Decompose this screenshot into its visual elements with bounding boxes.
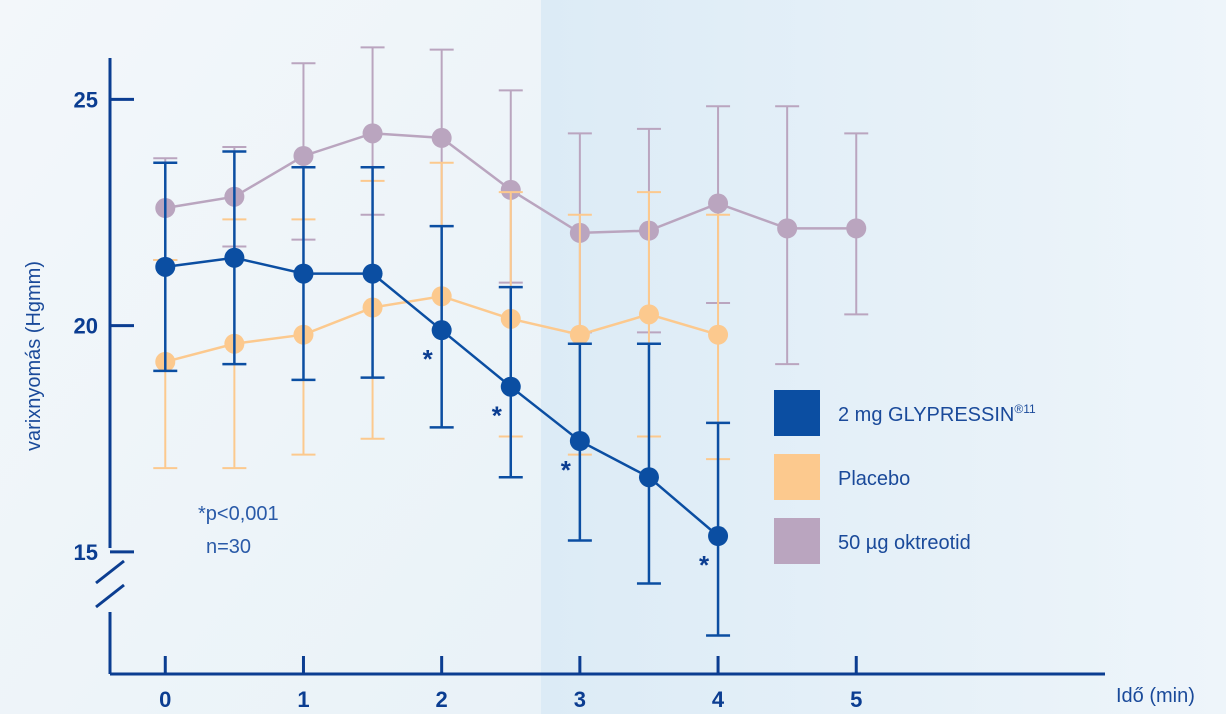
x-axis-label: Idő (min) (1116, 685, 1195, 707)
sample-size-note: n=30 (206, 536, 251, 558)
legend-label-superscript: ®11 (1014, 402, 1036, 416)
y-axis-label: varixnyomás (Hgmm) (23, 261, 45, 451)
data-point-0-5 (500, 179, 521, 200)
y-tick-label-15: 15 (74, 540, 98, 565)
data-point-2-2 (293, 263, 314, 284)
data-point-1-8 (708, 324, 729, 345)
significance-star-4: * (423, 344, 434, 374)
data-point-0-8 (708, 193, 729, 214)
series-2: * * * * (153, 150, 731, 637)
y-tick-label-20: 20 (74, 314, 98, 339)
data-point-2-1 (224, 247, 245, 268)
x-tick-label-0: 0 (159, 687, 171, 712)
significance-star-6: * (561, 455, 572, 485)
x-tick-label-5: 5 (850, 687, 862, 712)
background-right (541, 0, 1226, 714)
data-point-0-2 (293, 145, 314, 166)
data-point-0-9 (777, 218, 798, 239)
significance-star-5: * (492, 401, 503, 431)
data-point-0-4 (431, 127, 452, 148)
data-point-1-7 (638, 304, 659, 325)
data-point-0-10 (846, 218, 867, 239)
axis-break-mark-top (95, 559, 125, 585)
legend-swatch-0 (774, 390, 820, 436)
data-point-2-5 (500, 376, 521, 397)
p-value-note: *p<0,001 (198, 503, 279, 525)
data-point-2-6 (569, 431, 590, 452)
legend-swatch-2 (774, 518, 820, 564)
legend-label-1: Placebo (838, 468, 910, 490)
legend-label-2: 50 µg oktreotid (838, 532, 971, 554)
data-point-1-6 (569, 324, 590, 345)
data-point-2-4 (431, 320, 452, 341)
x-tick-label-1: 1 (297, 687, 309, 712)
legend: 2 mg GLYPRESSIN®11 Placebo 50 µg oktreotid (774, 390, 1036, 564)
y-tick-label-25: 25 (74, 87, 98, 112)
data-point-2-8 (708, 526, 729, 547)
legend-label-0: 2 mg GLYPRESSIN®11 (838, 402, 1036, 426)
x-tick-label-3: 3 (574, 687, 586, 712)
data-point-0-3 (362, 123, 383, 144)
axes: 15 20 25 0 1 2 3 4 5 (74, 58, 1105, 712)
series-layer: * * * * (153, 46, 869, 637)
x-tick-label-2: 2 (436, 687, 448, 712)
data-point-2-7 (638, 467, 659, 488)
axis-break-mark-bottom (95, 583, 125, 609)
data-point-2-0 (155, 256, 176, 277)
x-tick-label-4: 4 (712, 687, 725, 712)
background-left (0, 0, 541, 714)
legend-swatch-1 (774, 454, 820, 500)
significance-star-8: * (699, 550, 710, 580)
data-point-2-3 (362, 263, 383, 284)
